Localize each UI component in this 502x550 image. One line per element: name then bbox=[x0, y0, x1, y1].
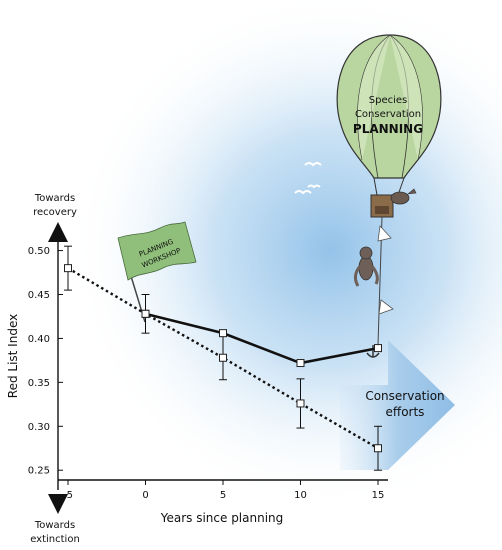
arrow-up-icon bbox=[48, 222, 68, 242]
hot-air-balloon-icon: Species Conservation PLANNING bbox=[336, 34, 442, 346]
dotted-series-line bbox=[67, 267, 379, 450]
y-tick-label: 0.40 bbox=[28, 334, 50, 345]
dotted-series-point bbox=[296, 399, 305, 408]
bird-icon bbox=[294, 190, 312, 195]
y-tick-label: 0.45 bbox=[28, 290, 50, 301]
solid-series-point bbox=[141, 309, 150, 318]
dotted-series-point bbox=[219, 353, 227, 362]
conservation-efforts-arrow bbox=[340, 340, 455, 470]
x-axis-title: Years since planning bbox=[160, 511, 284, 525]
arrow-down-icon bbox=[48, 494, 68, 514]
dotted-series-point bbox=[64, 264, 72, 273]
dotted-series-point bbox=[374, 444, 382, 453]
monkey-icon bbox=[353, 246, 379, 287]
towards-recovery-line-2: recovery bbox=[33, 207, 77, 218]
solid-series-line bbox=[145, 312, 379, 365]
towards-extinction-line-1: Towards bbox=[34, 520, 75, 531]
x-tick-label: -5 bbox=[63, 490, 73, 501]
towards-recovery-line-1: Towards bbox=[34, 193, 75, 204]
arrow-text-line-1: Conservation bbox=[365, 389, 444, 403]
x-tick-label: 10 bbox=[294, 490, 307, 501]
balloon-text-line-2: Conservation bbox=[355, 109, 421, 120]
x-tick-label: 15 bbox=[372, 490, 385, 501]
y-tick-label: 0.30 bbox=[28, 422, 50, 433]
y-tick-label: 0.35 bbox=[28, 378, 50, 389]
solid-series-point bbox=[296, 359, 305, 368]
planning-workshop-flag: PLANNING WORKSHOP bbox=[117, 221, 197, 323]
y-tick-label: 0.25 bbox=[28, 466, 50, 477]
x-tick-label: 0 bbox=[142, 490, 148, 501]
series-group bbox=[64, 245, 382, 471]
y-tick-label: 0.50 bbox=[28, 246, 50, 257]
x-tick-label: 5 bbox=[220, 490, 226, 501]
solid-series-point bbox=[219, 329, 227, 338]
solid-series-point bbox=[374, 344, 382, 353]
x-tick-group: -5 0 5 10 15 bbox=[63, 480, 384, 501]
y-axis-title: Red List Index bbox=[6, 314, 20, 398]
anchor-icon bbox=[366, 345, 380, 358]
balloon-text-line-3: PLANNING bbox=[353, 122, 423, 136]
arrow-text-line-2: efforts bbox=[386, 405, 425, 419]
y-tick-group: 0.25 0.30 0.35 0.40 0.45 0.50 bbox=[28, 246, 63, 477]
bird-icon bbox=[304, 162, 322, 167]
towards-extinction-line-2: extinction bbox=[30, 534, 80, 545]
bird-icon bbox=[307, 184, 321, 189]
balloon-text-line-1: Species bbox=[369, 95, 408, 106]
